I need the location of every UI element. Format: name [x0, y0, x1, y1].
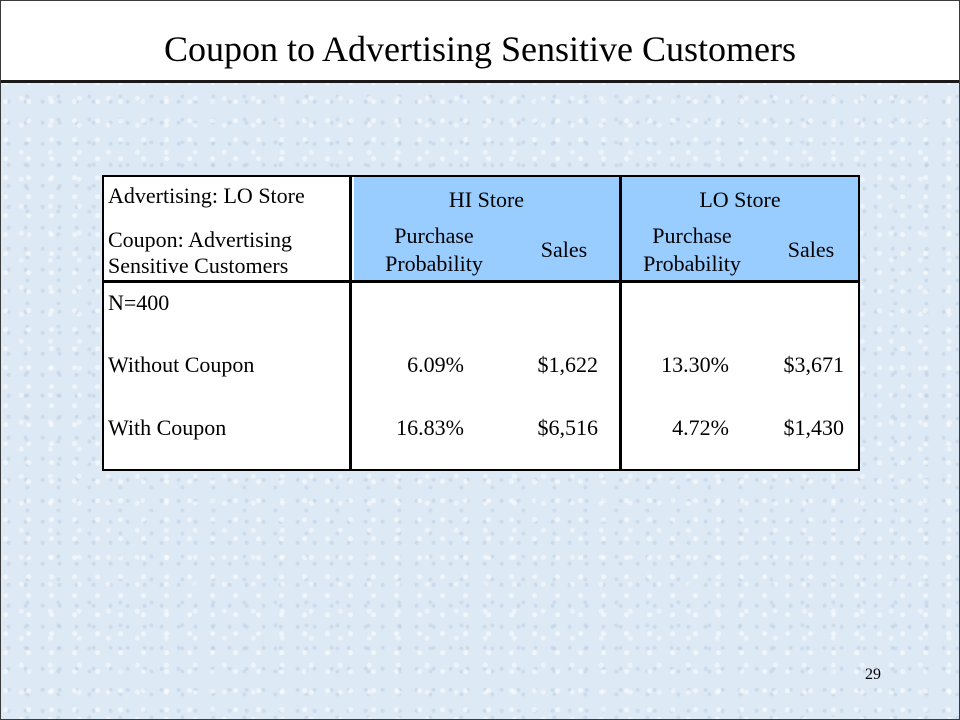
lo-sales-value: $3,671	[783, 352, 845, 377]
hi-probability-value: 16.83%	[396, 415, 464, 440]
lo-sales-value: $1,430	[783, 415, 845, 440]
lo-col-prob-line2: Probability	[643, 251, 741, 276]
group-hi-store: HI Store	[448, 187, 525, 212]
row-header-advertising: Advertising: LO Store	[108, 183, 305, 208]
row-header-customers: Sensitive Customers	[108, 253, 289, 278]
hi-col-prob-line1: Purchase	[394, 223, 474, 248]
lo-probability-value: 4.72%	[672, 415, 729, 440]
lo-col-sales: Sales	[787, 237, 835, 262]
table-header-band	[354, 177, 858, 281]
title-bar: Coupon to Advertising Sensitive Customer…	[1, 1, 959, 83]
results-table: Advertising: LO Store Coupon: Advertisin…	[102, 175, 860, 471]
table-divider-label	[349, 177, 352, 469]
row-label: With Coupon	[108, 415, 227, 440]
table-divider-store	[619, 177, 622, 469]
hi-sales-value: $6,516	[537, 415, 599, 440]
hi-col-prob-line2: Probability	[385, 251, 483, 276]
group-lo-store: LO Store	[699, 187, 781, 212]
lo-col-prob-line1: Purchase	[652, 223, 732, 248]
table-header-divider	[104, 280, 858, 283]
hi-probability-value: 6.09%	[407, 352, 464, 377]
sample-size-label: N=400	[108, 290, 170, 315]
row-header-coupon: Coupon: Advertising	[108, 227, 292, 252]
slide-title: Coupon to Advertising Sensitive Customer…	[163, 29, 796, 69]
row-label: Without Coupon	[108, 352, 255, 377]
page-number: 29	[865, 666, 881, 683]
hi-col-sales: Sales	[540, 237, 588, 262]
hi-sales-value: $1,622	[537, 352, 599, 377]
lo-probability-value: 13.30%	[661, 352, 729, 377]
